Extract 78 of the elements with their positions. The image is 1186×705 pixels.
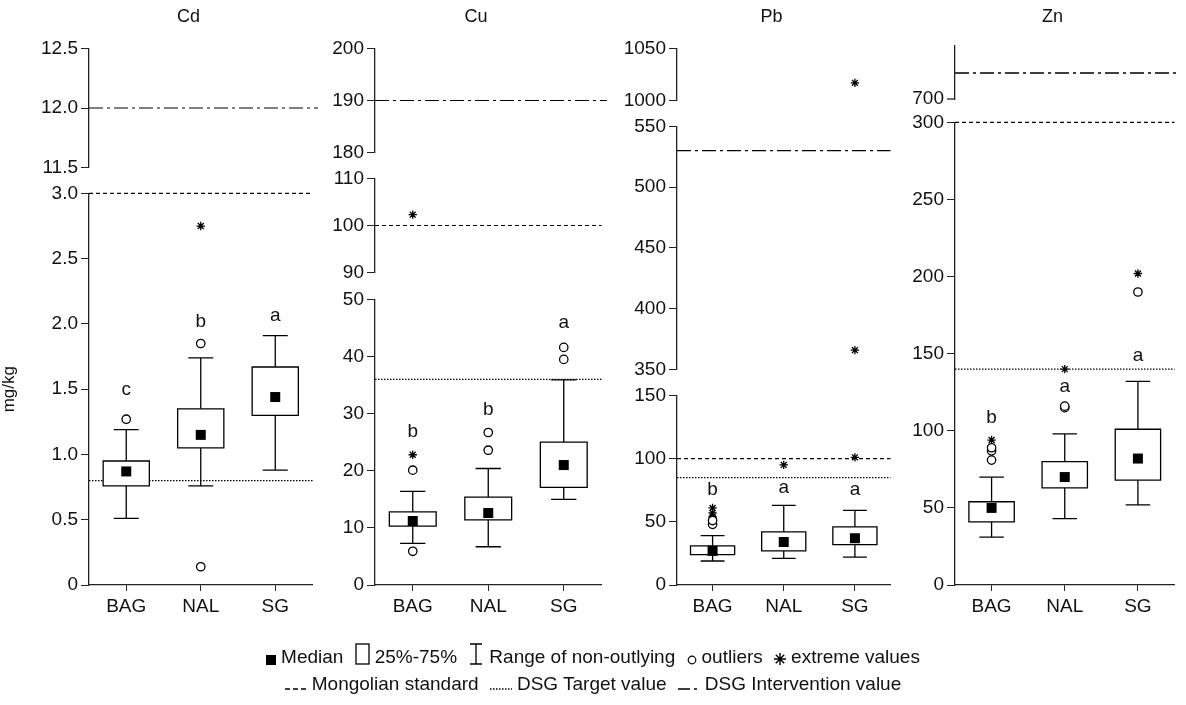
y-tick-label: 12.5: [41, 36, 78, 58]
chart-title: Cu: [463, 6, 489, 27]
y-tick-label: 12.0: [41, 96, 78, 118]
y-tick-label: 2.5: [51, 246, 78, 268]
y-tick-label: 0: [655, 573, 666, 595]
x-tick-label: SG: [550, 594, 578, 616]
y-tick-label: 400: [634, 297, 666, 319]
y-tick-label: 450: [634, 236, 666, 258]
y-tick-label: 110: [333, 166, 364, 188]
x-tick-label: SG: [261, 594, 289, 616]
text: 700: [912, 87, 944, 109]
text: Range of non-outlying: [489, 646, 676, 667]
y-tick-label: 50: [922, 496, 944, 518]
x-tick-label: NAL: [469, 594, 507, 616]
x-tick-label: BAG: [692, 594, 733, 616]
annotation: a: [558, 311, 570, 333]
y-tick-label: 200: [332, 36, 364, 58]
y-tick-label: 500: [634, 175, 666, 197]
annotation: b: [986, 406, 997, 428]
y-tick-label: 1000: [623, 88, 666, 110]
legend-label: DSG Intervention value: [704, 673, 902, 694]
y-tick-label: 180: [332, 140, 364, 162]
legend-label: extreme values: [791, 646, 920, 667]
y-tick-label: 50: [342, 287, 364, 309]
y-tick-label: 150: [634, 383, 666, 405]
annotation: a: [269, 304, 281, 326]
y-tick-label: 190: [332, 88, 364, 110]
y-tick-label: 10: [342, 516, 364, 538]
y-tick-label: 3.0: [51, 181, 78, 203]
x-tick-label: NAL: [182, 594, 220, 616]
y-tick-label: 0.5: [51, 507, 78, 529]
y-tick-label: 0: [67, 573, 78, 595]
legend-label: DSG Target value: [516, 673, 667, 694]
y-tick-label: 100: [912, 419, 944, 441]
annotation: a: [1132, 344, 1144, 366]
y-axis-title: mg/kg: [0, 366, 18, 413]
y-tick-label: 90: [342, 260, 364, 282]
chart-title: Pb: [759, 6, 784, 27]
x-tick-label: NAL: [765, 594, 803, 616]
annotation: a: [1059, 375, 1071, 397]
x-tick-label: NAL: [1046, 594, 1084, 616]
annotation: c: [121, 378, 131, 400]
annotation: b: [482, 398, 494, 420]
y-tick-label: 1.5: [51, 377, 78, 399]
y-tick-label: 30: [342, 401, 364, 423]
annotation: b: [407, 420, 419, 442]
y-tick-label: 150: [912, 341, 944, 363]
annotation: a: [849, 478, 861, 500]
y-tick-label: 300: [912, 110, 944, 132]
y-tick-label: 200: [912, 264, 944, 286]
x-tick-label: SG: [1124, 594, 1152, 616]
y-tick-label: 550: [634, 114, 666, 136]
y-tick-label: 0: [353, 573, 364, 595]
y-tick-label: 350: [634, 357, 666, 379]
x-tick-label: SG: [841, 594, 869, 616]
y-tick-label: 11.5: [42, 155, 78, 177]
x-tick-label: BAG: [106, 594, 147, 616]
y-tick-label: 2.0: [51, 312, 78, 334]
annotation: a: [778, 476, 790, 498]
y-tick-label: 40: [342, 344, 364, 366]
legend-label: Mongolian standard: [311, 673, 479, 694]
text: Zn: [1041, 6, 1064, 27]
y-tick-label: 100: [332, 213, 364, 235]
x-tick-label: BAG: [971, 594, 1012, 616]
annotation: b: [707, 478, 718, 500]
text: 25%-75%: [374, 646, 458, 667]
y-tick-label: 250: [912, 187, 944, 209]
y-tick-label: 1050: [623, 36, 666, 58]
chart-title: Cd: [176, 6, 201, 27]
y-tick-label: 50: [644, 510, 666, 532]
x-tick-label: BAG: [392, 594, 433, 616]
annotation: b: [195, 310, 207, 332]
legend-label: outliers: [701, 646, 763, 667]
y-tick-label: 20: [342, 458, 364, 480]
y-tick-label: 100: [634, 446, 666, 468]
y-tick-label: 0: [933, 573, 944, 595]
y-tick-label: 1.0: [51, 442, 78, 464]
text: Median: [281, 646, 344, 667]
